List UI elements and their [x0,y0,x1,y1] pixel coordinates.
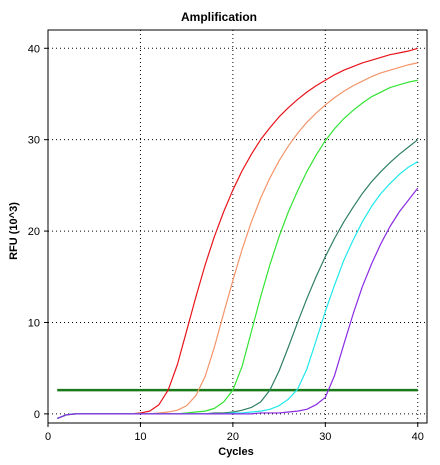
grid-layer [48,30,427,423]
x-tick-label: 30 [319,431,331,443]
y-tick-label: 40 [28,43,40,55]
y-tick-label: 30 [28,135,40,147]
x-axis-title: Cycles [218,446,253,458]
chart-title: Amplification [181,10,257,24]
x-tick-label: 40 [412,431,424,443]
series-line-5 [57,161,419,419]
series-line-1 [57,47,418,419]
x-tick-label: 10 [134,431,146,443]
axes-layer [47,29,428,424]
tick-layer: 0 10 20 30 40 0 10 20 30 40 [28,43,424,443]
y-tick-label: 20 [28,226,40,238]
series-line-3 [57,79,418,419]
series-line-6 [57,187,419,419]
x-tick-label: 20 [227,431,239,443]
series-line-2 [57,62,418,419]
y-tick-label: 10 [28,317,40,329]
x-tick-label: 0 [45,431,51,443]
series-layer [57,47,419,419]
y-axis-title: RFU (10^3) [8,202,20,260]
plot-frame [47,29,428,424]
y-tick-label: 0 [34,409,40,421]
